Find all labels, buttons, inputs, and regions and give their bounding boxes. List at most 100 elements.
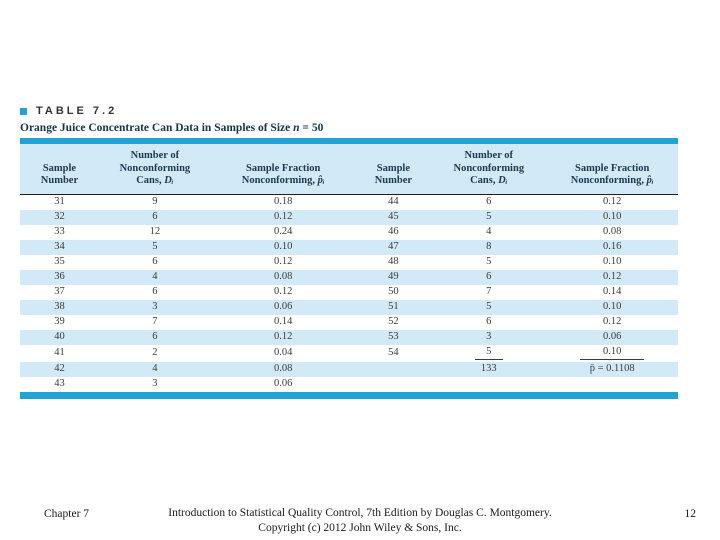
table-number-label: TABLE 7.2 xyxy=(36,105,118,117)
table-cell: 133 xyxy=(480,363,497,374)
table-cell: 5 xyxy=(152,241,158,252)
table-cell xyxy=(356,362,432,377)
col-header-nonconforming-cans-right: Number of Nonconforming Cans, Dᵢ xyxy=(431,144,547,195)
table-cell: 47 xyxy=(388,241,399,252)
table-cell: 0.16 xyxy=(602,241,622,252)
table-cell: 6 xyxy=(486,316,492,327)
table-cell: 39 xyxy=(54,316,65,327)
table-row: 43 3 0.06 xyxy=(20,377,678,392)
table-cell: 36 xyxy=(54,271,65,282)
table-cell: 5 xyxy=(486,256,492,267)
table-row: 39 7 0.14 52 6 0.12 xyxy=(20,315,678,330)
table-cell: 40 xyxy=(54,331,65,342)
table-cell: 37 xyxy=(54,286,65,297)
table-cell: 52 xyxy=(388,316,399,327)
table-cell: 54 xyxy=(388,347,399,358)
table-cell: 44 xyxy=(388,196,399,207)
table-cell: 0.12 xyxy=(274,256,293,267)
copyright-line-2: Copyright (c) 2012 John Wiley & Sons, In… xyxy=(258,522,462,534)
table-cell: 0.12 xyxy=(274,211,293,222)
col-header-sample-number-right: Sample Number xyxy=(355,144,432,195)
table-cell: 45 xyxy=(388,211,399,222)
table-row: 35 6 0.12 48 5 0.10 xyxy=(20,255,678,270)
table-cell: 3 xyxy=(486,331,492,342)
table-row: 36 4 0.08 49 6 0.12 xyxy=(20,269,678,285)
table-cell: 4 xyxy=(152,271,158,282)
table-row: 40 6 0.12 53 3 0.06 xyxy=(20,329,678,345)
table-cell: 33 xyxy=(54,226,65,237)
col-header-fraction-nonconforming-right: Sample Fraction Nonconforming, p̂ᵢ xyxy=(546,144,678,195)
table-cell: 7 xyxy=(486,286,492,297)
table-row: 37 6 0.12 50 7 0.14 xyxy=(20,285,678,300)
table-row: 41 2 0.04 54 5 0.10 xyxy=(20,345,678,362)
table-cell: 0.14 xyxy=(602,286,622,297)
table-cell: 6 xyxy=(152,331,158,342)
header-row: Sample Number Number of Nonconforming Ca… xyxy=(20,144,678,195)
table-cell: 32 xyxy=(54,211,65,222)
table-cell: 0.06 xyxy=(602,331,622,342)
table-cell: 46 xyxy=(388,226,399,237)
table-cell: 12 xyxy=(149,226,161,237)
table-cell: 0.04 xyxy=(274,347,293,358)
table-heading: TABLE 7.2 xyxy=(20,104,678,118)
table-cell: 5 xyxy=(486,211,492,222)
table-cell: 35 xyxy=(54,256,65,267)
table-cell: 4 xyxy=(152,363,158,374)
table-cell: 0.24 xyxy=(274,226,293,237)
table-cell: p̄ = 0.1108 xyxy=(589,363,635,374)
table-cell: 48 xyxy=(388,256,399,267)
table-cell: 6 xyxy=(152,286,158,297)
table-cell: 34 xyxy=(54,241,65,252)
table-row: 33 12 0.24 46 4 0.08 xyxy=(20,225,678,240)
table-cell: 0.08 xyxy=(274,271,293,282)
table-row: 34 5 0.10 47 8 0.16 xyxy=(20,239,678,255)
table-cell: 0.12 xyxy=(274,286,293,297)
table-cell: 0.10 xyxy=(274,241,293,252)
copyright-line-1: Introduction to Statistical Quality Cont… xyxy=(168,507,552,519)
chapter-label: Chapter 7 xyxy=(44,508,90,520)
slide-footer: Chapter 7 Introduction to Statistical Qu… xyxy=(0,506,720,536)
table-cell: 31 xyxy=(54,196,65,207)
symbol-phat-i: p̂ᵢ xyxy=(317,175,325,186)
oj-can-data-table: Sample Number Number of Nonconforming Ca… xyxy=(20,144,678,392)
table-cell: 0.08 xyxy=(602,226,622,237)
table-cell: 0.12 xyxy=(602,196,622,207)
symbol-Di: Dᵢ xyxy=(164,175,174,186)
table-cell: 0.06 xyxy=(274,378,293,389)
table-cell: 0.18 xyxy=(274,196,293,207)
table-row: 38 3 0.06 51 5 0.10 xyxy=(20,299,678,315)
table-cell: 53 xyxy=(388,331,399,342)
table-cell: 0.14 xyxy=(274,316,293,327)
table-subtitle: Orange Juice Concentrate Can Data in Sam… xyxy=(20,122,678,134)
col-header-nonconforming-cans-left: Number of Nonconforming Cans, Dᵢ xyxy=(98,144,211,195)
table-cell: 6 xyxy=(486,196,492,207)
col-header-sample-number-left: Sample Number xyxy=(20,144,99,195)
subtitle-text: Orange Juice Concentrate Can Data in Sam… xyxy=(20,122,294,134)
table-cell: 7 xyxy=(152,316,158,327)
subtitle-variable-n: n xyxy=(293,122,300,134)
table-cell: 5 xyxy=(486,301,492,312)
symbol-phat-i: p̂ᵢ xyxy=(646,175,654,186)
table-bottom-rule xyxy=(20,391,678,399)
table-row: 32 6 0.12 45 5 0.10 xyxy=(20,209,678,225)
table-cell xyxy=(431,377,546,392)
table-cell: 42 xyxy=(54,363,65,374)
table-header: Sample Number Number of Nonconforming Ca… xyxy=(20,144,678,195)
subtitle-suffix: = 50 xyxy=(299,122,324,134)
table-cell: 0.12 xyxy=(602,271,622,282)
table-cell: 4 xyxy=(486,226,492,237)
table-cell: 51 xyxy=(388,301,399,312)
page-number: 12 xyxy=(684,508,697,520)
table-cell: 8 xyxy=(486,241,492,252)
table-top-rule xyxy=(20,138,678,144)
table-cell: 3 xyxy=(152,378,158,389)
table-cell: 3 xyxy=(152,301,158,312)
table-cell: 38 xyxy=(54,301,65,312)
table-cell: 6 xyxy=(486,271,492,282)
table-cell: 5 xyxy=(431,345,546,362)
table-cell: 0.10 xyxy=(602,301,622,312)
copyright-text: Introduction to Statistical Quality Cont… xyxy=(110,506,610,536)
table-cell: 2 xyxy=(152,347,158,358)
table-cell: 0.10 xyxy=(546,345,678,362)
